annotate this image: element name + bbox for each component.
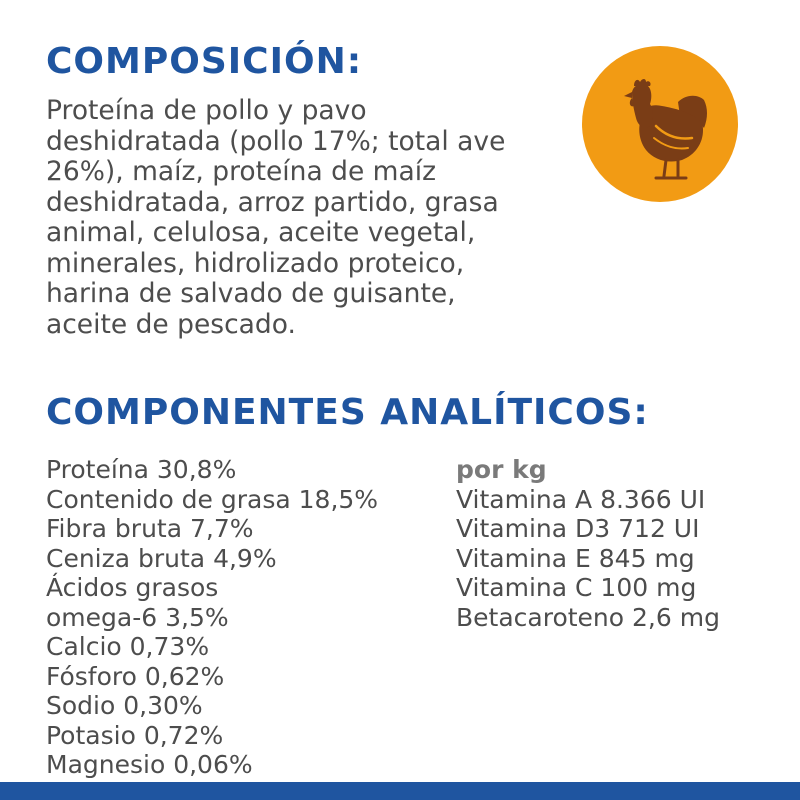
composition-line: 26%), maíz, proteína de maíz [46,156,436,187]
per-kg-label: por kg [456,455,547,484]
composition-line: aceite de pescado. [46,308,296,340]
composition-text: Proteína de pollo y pavo deshidratada (p… [46,95,566,340]
vitamin-item: Betacaroteno 2,6 mg [456,602,720,632]
vitamin-item: Vitamina E 845 mg [456,543,695,573]
composition-line: deshidratada, arroz partido, grasa [46,186,499,218]
vitamin-item: Vitamina A 8.366 UI [456,484,706,514]
composition-heading: COMPOSICIÓN: [46,41,363,82]
analytics-item: Calcio 0,73% [46,632,210,661]
bottom-bar [0,782,800,800]
analytics-item: Fósforo 0,62% [46,661,225,691]
composition-line: Proteína de pollo y pavo [46,95,367,126]
vitamin-item: Vitamina D3 712 UI [456,514,700,543]
analytics-item: Potasio 0,72% [46,720,224,750]
chicken-icon [624,79,707,180]
composition-line: deshidratada (pollo 17%; total ave [46,125,506,157]
analytics-item: Ácidos grasos [46,573,219,602]
vitamins-list: por kg Vitamina A 8.366 UI Vitamina D3 7… [456,455,720,632]
analytics-item: Contenido de grasa 18,5% [46,484,379,514]
analytics-list: Proteína 30,8% Contenido de grasa 18,5% … [46,455,378,780]
analytics-item: Fibra bruta 7,7% [46,514,254,543]
chicken-badge [582,46,738,202]
analytics-item: Magnesio 0,06% [46,750,253,779]
analytics-heading: COMPONENTES ANALÍTICOS: [46,392,649,433]
composition-line: animal, celulosa, aceite vegetal, [46,217,476,248]
analytics-item: omega-6 3,5% [46,602,229,632]
composition-line: harina de salvado de guisante, [46,278,456,309]
analytics-item: Proteína 30,8% [46,455,237,484]
analytics-item: Ceniza bruta 4,9% [46,543,277,573]
vitamin-item: Vitamina C 100 mg [456,573,697,602]
analytics-item: Sodio 0,30% [46,691,203,720]
composition-line: minerales, hidrolizado proteico, [46,247,465,279]
